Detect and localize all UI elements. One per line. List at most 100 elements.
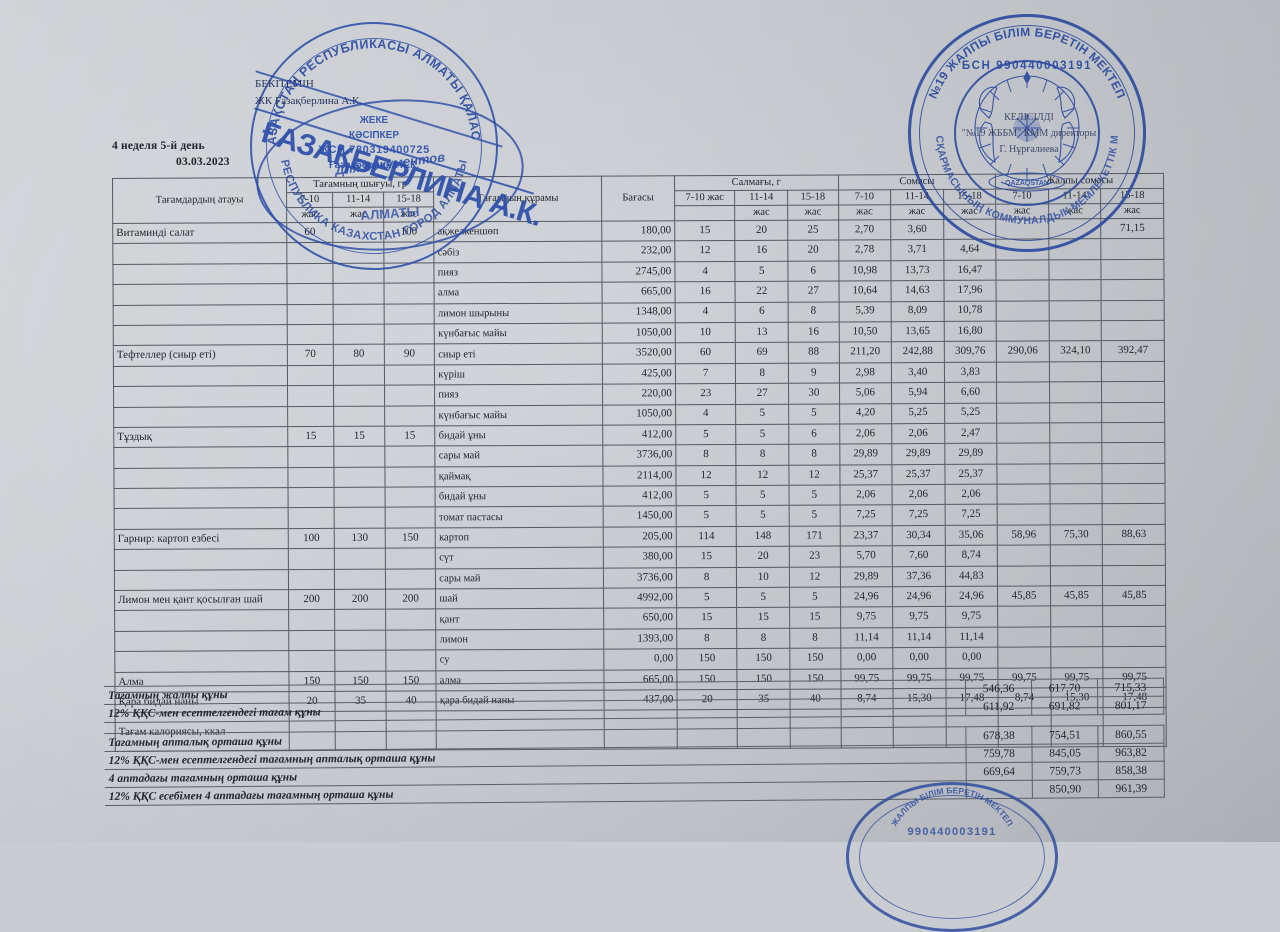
cell-output-1 (333, 242, 384, 264)
cell-total-1 (1049, 463, 1103, 484)
cell-total-0 (996, 443, 1050, 464)
cell-composition: күріш (434, 363, 603, 386)
cell-total-0 (997, 565, 1051, 587)
cell-dish-name (113, 406, 288, 428)
cell-weight-1: 6 (735, 301, 789, 323)
cell-composition: су (436, 649, 604, 671)
cell-sum-0: 23,37 (839, 525, 893, 547)
cell-weight-0: 5 (676, 587, 738, 609)
cell-total-2 (1101, 259, 1165, 280)
cell-sum-1: 13,73 (890, 260, 944, 281)
cell-total-2 (1101, 320, 1165, 342)
cell-output-2: 100 (383, 221, 435, 243)
cell-weight-0: 10 (675, 322, 736, 344)
cell-output-0 (288, 548, 335, 570)
cell-sum-0: 29,89 (839, 443, 892, 465)
cell-output-1 (335, 650, 386, 672)
cell-composition: сәбіз (434, 241, 602, 263)
cell-dish-name (113, 304, 288, 326)
cell-output-1 (333, 364, 385, 386)
cell-total-0: 45,85 (997, 585, 1051, 607)
cell-dish-name (114, 650, 289, 673)
header-weight-11-14-unit: жас (735, 205, 788, 221)
cell-total-0 (997, 504, 1050, 526)
cell-weight-2: 5 (788, 403, 840, 425)
cell-output-1 (334, 507, 386, 529)
cell-sum-0: 10,98 (838, 260, 892, 282)
cell-weight-1: 16 (735, 240, 788, 262)
cell-dish-name: Витаминді салат (112, 222, 287, 244)
cell-composition: ақжелкеншөп (434, 221, 602, 243)
cell-output-2 (384, 323, 435, 345)
cell-composition: лимон (436, 628, 604, 651)
cell-output-1 (334, 568, 386, 590)
cell-weight-0: 15 (674, 220, 736, 242)
summary-value-0: 546,36 (965, 679, 1032, 698)
cell-weight-2: 12 (788, 464, 840, 486)
cell-sum-0: 7,25 (839, 505, 893, 526)
cell-total-1: 45,85 (1050, 585, 1103, 607)
cell-weight-0: 5 (675, 485, 737, 507)
cell-total-1 (1048, 259, 1102, 281)
cell-price: 3520,00 (602, 343, 676, 364)
cell-price: 3736,00 (603, 567, 677, 589)
cell-output-2 (383, 262, 435, 284)
cell-price: 205,00 (603, 526, 677, 548)
header-sum-group: Сомасы (838, 174, 996, 190)
cell-total-0 (996, 402, 1050, 424)
cell-total-1 (1049, 361, 1102, 383)
cell-total-0 (997, 463, 1050, 485)
summary-value-2: 715,33 (1097, 678, 1164, 697)
cell-dish-name: Тефтеллер (сиыр еті) (113, 344, 288, 367)
cell-weight-0: 12 (675, 465, 737, 486)
header-dish-name: Тағамдардың атауы (112, 177, 287, 224)
cell-output-0 (287, 507, 335, 529)
cell-dish-name (113, 385, 288, 408)
cell-output-1 (334, 466, 385, 488)
cell-sum-0: 9,75 (840, 607, 893, 628)
cell-price: 3736,00 (602, 445, 676, 466)
page-title: 4 неделя 5-й день (112, 140, 205, 152)
cell-sum-2: 309,76 (943, 341, 997, 363)
cell-dish-name (113, 365, 288, 387)
header-price: Бағасы (601, 175, 675, 222)
summary-value-0: 678,38 (965, 726, 1032, 745)
cell-total-2: 392,47 (1101, 340, 1165, 362)
cell-output-2 (385, 548, 436, 569)
cell-weight-2: 88 (788, 342, 839, 363)
cell-output-2: 15 (384, 425, 436, 447)
cell-output-0 (286, 263, 334, 284)
cell-composition: бидай ұны (435, 425, 603, 447)
cell-sum-2: 25,37 (944, 463, 998, 485)
cell-total-1 (1049, 442, 1103, 464)
cell-sum-1: 11,14 (892, 627, 946, 648)
cell-total-1 (1048, 320, 1102, 342)
cell-sum-1: 5,25 (891, 402, 945, 424)
cell-sum-2: 3,83 (944, 361, 997, 383)
cell-total-0 (997, 545, 1051, 566)
cell-output-2 (385, 568, 436, 590)
cell-weight-2: 6 (787, 260, 839, 282)
cell-total-1 (1050, 606, 1103, 627)
cell-total-1 (1048, 218, 1102, 240)
header-output-group: Тағамның шығуы, гр (286, 176, 434, 193)
cell-weight-0: 8 (675, 444, 737, 466)
cell-output-2 (384, 405, 436, 427)
cell-total-0: 58,96 (997, 524, 1051, 546)
cell-sum-0: 5,70 (839, 545, 893, 567)
cell-output-0 (287, 446, 335, 468)
cell-sum-1: 5,94 (891, 382, 945, 404)
header-total-7-10-unit: жас (995, 203, 1049, 220)
summary-value-0 (966, 780, 1033, 799)
cell-output-0 (287, 324, 334, 345)
header-total-7-10: 7-10 (995, 188, 1049, 205)
cell-sum-1: 8,09 (891, 300, 944, 322)
cell-price: 380,00 (603, 546, 677, 568)
cell-total-2 (1101, 401, 1165, 423)
cell-sum-0: 10,50 (838, 321, 892, 343)
cell-weight-0: 7 (675, 363, 736, 384)
cell-total-2 (1102, 564, 1166, 586)
cell-total-2 (1103, 646, 1166, 668)
cell-sum-1: 3,60 (890, 219, 944, 241)
cell-price: 1050,00 (602, 404, 676, 426)
